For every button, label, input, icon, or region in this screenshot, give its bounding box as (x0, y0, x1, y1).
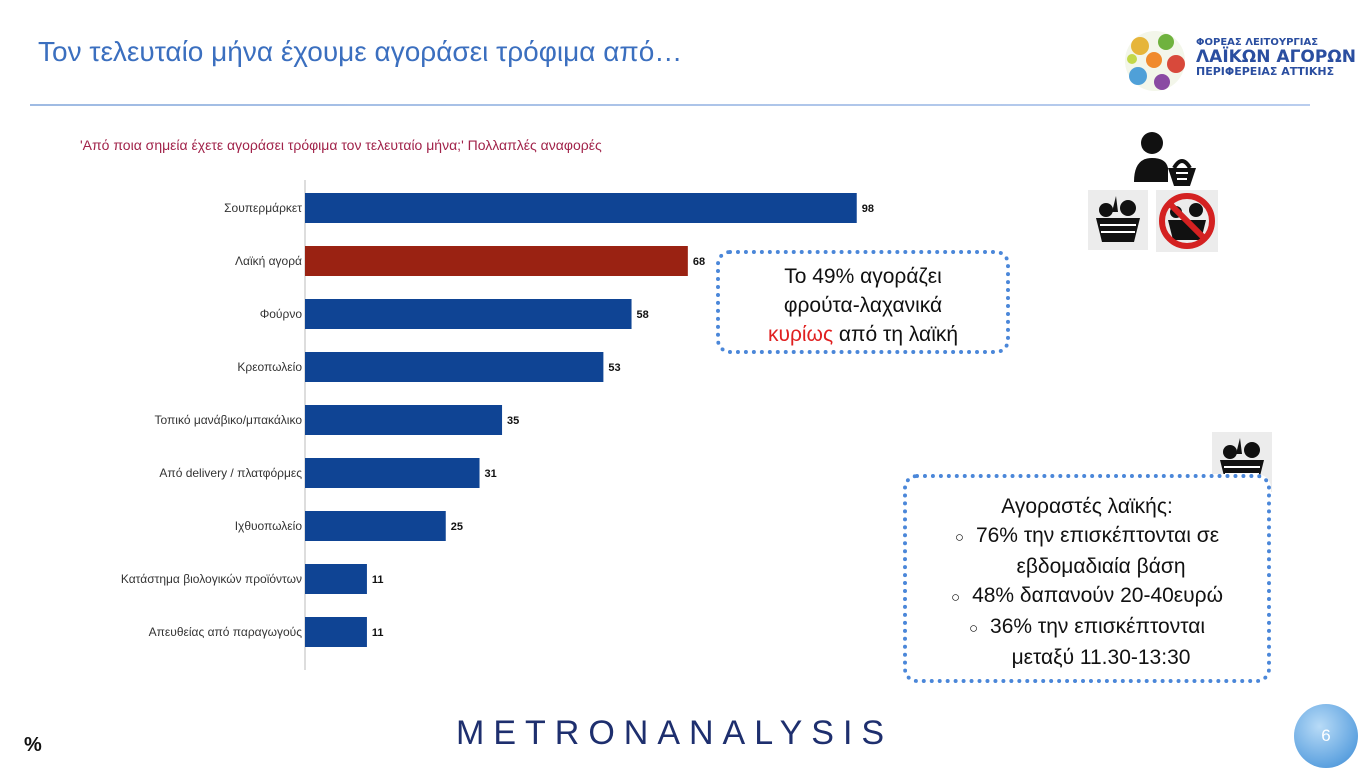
bar (305, 405, 503, 435)
callout-line-2: φρούτα-λαχανικά (783, 294, 943, 317)
logo-line-2: ΛΑΪΚΩΝ ΑΓΟΡΩΝ (1196, 46, 1356, 67)
bar (305, 299, 632, 329)
data-label: 68 (693, 256, 705, 268)
callout-line-1: Το 49% αγοράζει (784, 265, 942, 288)
produce-wreath-icon (1125, 31, 1185, 91)
category-label: Φούρνο (260, 307, 303, 321)
callout-fruit-veg: Το 49% αγοράζει φρούτα-λαχανικά κυρίως α… (716, 250, 1010, 354)
category-label: Σουπερμάρκετ (224, 201, 302, 215)
callout-line-3-rest: από τη λαϊκή (833, 323, 959, 346)
bar (305, 511, 446, 541)
data-label: 98 (862, 203, 874, 215)
category-label: Από delivery / πλατφόρμες (159, 466, 302, 480)
callout-heading: Αγοραστές λαϊκής: (1001, 495, 1173, 518)
category-label: Κατάστημα βιολογικών προϊόντων (121, 572, 302, 586)
brand-wordmark: METRONANALYSIS (456, 714, 894, 752)
shopper-basket-icon (1134, 132, 1196, 186)
category-label: Λαϊκή αγορά (235, 254, 302, 268)
data-label: 11 (372, 574, 384, 586)
callout-market-buyers: Αγοραστές λαϊκής: ○ 76% την επισκέπτονται… (903, 474, 1271, 683)
data-label: 25 (451, 521, 463, 533)
callout-line-3: κυρίως από τη λαϊκή (720, 320, 1006, 349)
category-label: Τοπικό μανάβικο/μπακάλικο (155, 413, 303, 427)
logo-line-3: ΠΕΡΙΦΕΡΕΙΑΣ ΑΤΤΙΚΗΣ (1196, 65, 1335, 79)
survey-question: 'Από ποια σημεία έχετε αγοράσει τρόφιμα … (80, 137, 602, 153)
bullet-weekly: ○ 76% την επισκέπτονται σε εβδομαδιαία βά… (954, 524, 1220, 578)
bullet-spending: ○ 48% δαπανούν 20-40ευρώ (951, 584, 1223, 607)
page-number: 6 (1294, 704, 1358, 768)
vegetable-basket-icon (1088, 190, 1148, 250)
page-title: Τον τελευταίο μήνα έχουμε αγοράσει τρόφι… (38, 36, 683, 67)
category-label: Απευθείας από παραγωγούς (149, 625, 303, 639)
data-label: 53 (608, 362, 620, 374)
callout-emphasis: κυρίως (767, 323, 834, 346)
logo-line-1: ΦΟΡΕΑΣ ΛΕΙΤΟΥΡΓΙΑΣ (1196, 37, 1319, 48)
bar (305, 352, 604, 382)
bar (305, 193, 857, 223)
title-divider (30, 104, 1310, 106)
bar (305, 617, 367, 647)
category-label: Κρεοπωλείο (237, 360, 302, 374)
bar (305, 564, 367, 594)
bar (305, 458, 480, 488)
organization-logo: ΦΟΡΕΑΣ ΛΕΙΤΟΥΡΓΙΑΣ ΛΑΪΚΩΝ ΑΓΟΡΩΝ ΠΕΡΙΦΕΡ… (1120, 24, 1356, 100)
category-label: Ιχθυοπωλείο (235, 519, 303, 533)
data-label: 58 (637, 309, 649, 321)
bar-chart: Σουπερμάρκετ 98 Λαϊκή αγορά 68 Φούρνο 58 Κρεοπ… (121, 180, 874, 670)
data-label: 35 (507, 415, 519, 427)
data-label: 11 (372, 627, 384, 639)
unit-label: % (24, 734, 42, 756)
no-vegetable-basket-icon (1156, 190, 1218, 252)
data-label: 31 (485, 468, 497, 480)
bar (305, 246, 688, 276)
bullet-hours: ○ 36% την επισκέπτονται μεταξύ 11.30-13:3… (968, 615, 1206, 669)
